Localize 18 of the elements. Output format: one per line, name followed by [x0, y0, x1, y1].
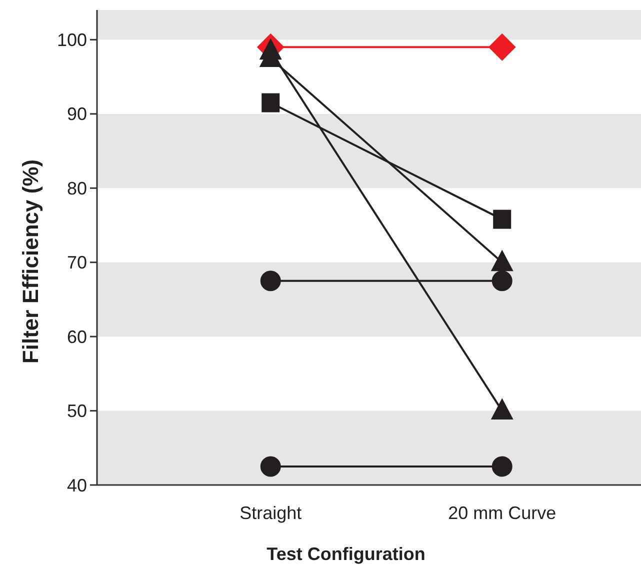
y-tick-label: 90: [66, 104, 87, 124]
y-axis-title: Filter Efficiency (%): [18, 159, 43, 364]
y-tick-label: 100: [56, 30, 87, 50]
point: [492, 270, 512, 292]
x-tick-label: Straight: [240, 503, 302, 523]
x-axis-title: Test Configuration: [266, 544, 426, 564]
point: [492, 456, 512, 477]
y-tick-label: 50: [66, 401, 87, 422]
point: [260, 456, 281, 477]
x-tick-label: 20 mm Curve: [448, 503, 556, 523]
y-tick-label: 60: [66, 326, 87, 347]
y-tick-label: 40: [66, 475, 87, 496]
y-tick-label: 70: [66, 252, 87, 273]
y-tick-label: 80: [66, 178, 87, 198]
point: [262, 93, 280, 112]
point: [260, 270, 281, 292]
point: [493, 210, 512, 229]
point: [488, 34, 516, 61]
